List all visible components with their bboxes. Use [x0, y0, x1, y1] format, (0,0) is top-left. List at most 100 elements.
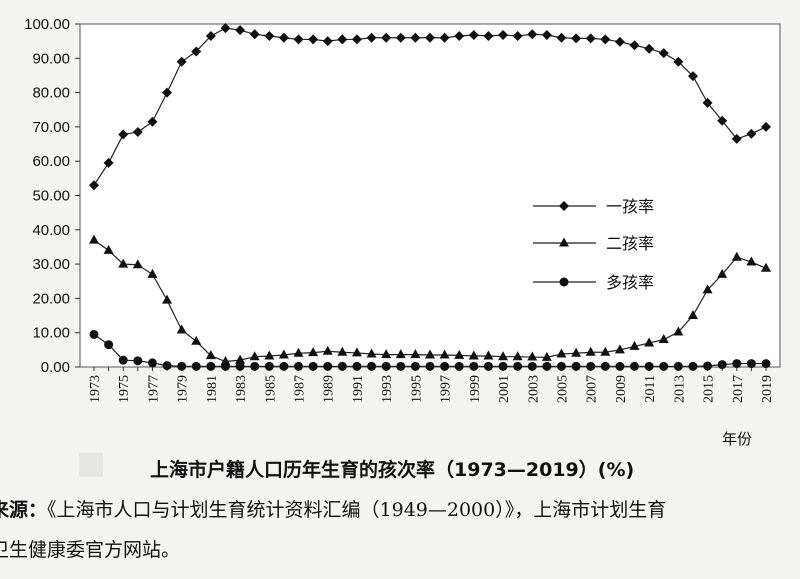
data-point: [673, 326, 684, 336]
data-point: [250, 361, 260, 371]
data-point: [264, 350, 275, 360]
data-point: [235, 25, 246, 36]
data-point: [571, 33, 582, 44]
data-point: [673, 361, 683, 371]
x-tick-label: 1979: [176, 375, 191, 403]
x-tick-label: 2019: [760, 375, 775, 403]
source-text: 《上海市人口与计划生育统计资料汇编（1949—2000）》，上海市计划生育: [47, 499, 667, 521]
data-point: [89, 234, 99, 244]
data-point: [731, 251, 742, 261]
data-point: [703, 361, 713, 371]
data-point: [366, 32, 377, 43]
data-point: [702, 284, 713, 294]
data-point: [527, 361, 537, 371]
y-tick-label: 70.00: [32, 119, 70, 136]
x-tick-label: 2009: [614, 375, 629, 403]
series-layer: [89, 23, 771, 371]
data-point: [425, 349, 435, 359]
data-point: [746, 359, 756, 369]
data-point: [615, 361, 625, 371]
data-point: [147, 268, 158, 278]
x-tick-label: 1987: [293, 375, 308, 403]
data-point: [644, 43, 655, 54]
data-point: [176, 324, 187, 334]
data-point: [118, 129, 129, 140]
data-point: [147, 358, 157, 368]
data-point: [498, 29, 509, 40]
x-tick-label: 1985: [263, 375, 278, 403]
data-point: [89, 329, 99, 339]
x-axis-label: 年份: [722, 430, 752, 448]
data-point: [717, 360, 727, 370]
y-tick-label: 0.00: [41, 359, 70, 376]
x-axis: 1973 1975 1977 1979 1981 1983 1985 1987 1989 1991…: [88, 367, 775, 403]
data-point: [294, 361, 304, 371]
data-point: [527, 29, 538, 40]
source-label: 来源：: [0, 499, 48, 521]
data-point: [731, 133, 742, 144]
data-point: [512, 31, 523, 42]
data-point: [468, 350, 479, 360]
source-line-1: 来源：《上海市人口与计划生育统计资料汇编（1949—2000）》，上海市计划生育: [0, 495, 666, 522]
legend-marker: [559, 277, 569, 287]
data-point: [162, 87, 173, 98]
data-point: [614, 344, 625, 354]
data-point: [630, 361, 640, 371]
data-point: [658, 48, 669, 59]
data-point: [337, 34, 348, 45]
data-point: [600, 361, 610, 371]
x-tick-label: 1995: [409, 375, 424, 403]
x-tick-label: 1975: [117, 375, 132, 403]
data-point: [249, 29, 260, 40]
data-point: [644, 361, 654, 371]
data-point: [191, 361, 201, 371]
y-tick-label: 60.00: [32, 153, 70, 170]
x-tick-label: 1997: [439, 375, 454, 403]
data-point: [104, 340, 114, 350]
data-point: [483, 350, 494, 360]
data-point: [206, 361, 216, 371]
data-point: [468, 29, 479, 40]
y-tick-label: 90.00: [32, 50, 70, 67]
series-circle: [89, 329, 771, 371]
data-point: [556, 348, 567, 358]
data-point: [133, 356, 143, 366]
data-point: [293, 347, 304, 357]
data-point: [761, 121, 771, 132]
x-tick-label: 1973: [88, 375, 103, 403]
data-point: [702, 97, 713, 108]
data-point: [556, 32, 567, 43]
source-line-2: 卫生健康委官方网站。: [0, 539, 181, 561]
data-point: [483, 31, 494, 42]
y-tick-label: 30.00: [32, 256, 70, 273]
data-point: [395, 349, 406, 359]
data-point: [439, 32, 450, 43]
data-point: [527, 351, 538, 361]
y-tick-label: 10.00: [32, 325, 70, 342]
data-point: [249, 351, 260, 361]
data-point: [469, 361, 479, 371]
data-point: [644, 337, 655, 347]
data-point: [512, 351, 523, 361]
data-point: [235, 354, 246, 364]
data-point: [264, 31, 275, 42]
line-chart: 0.00 10.00 20.00 30.00 40.00 50.00 60.00 70.00 8…: [24, 16, 781, 448]
x-tick-label: 1989: [322, 375, 337, 403]
data-point: [381, 32, 392, 43]
data-point: [235, 361, 245, 371]
data-point: [147, 116, 158, 127]
y-tick-label: 20.00: [32, 290, 70, 307]
data-point: [352, 361, 362, 371]
data-point: [454, 31, 465, 42]
data-point: [279, 361, 289, 371]
data-point: [483, 361, 493, 371]
data-point: [454, 349, 465, 359]
data-point: [308, 347, 319, 357]
data-point: [162, 294, 173, 304]
data-point: [688, 361, 698, 371]
data-point: [191, 46, 202, 57]
data-point: [293, 34, 304, 45]
data-point: [162, 361, 172, 371]
data-point: [673, 56, 684, 67]
